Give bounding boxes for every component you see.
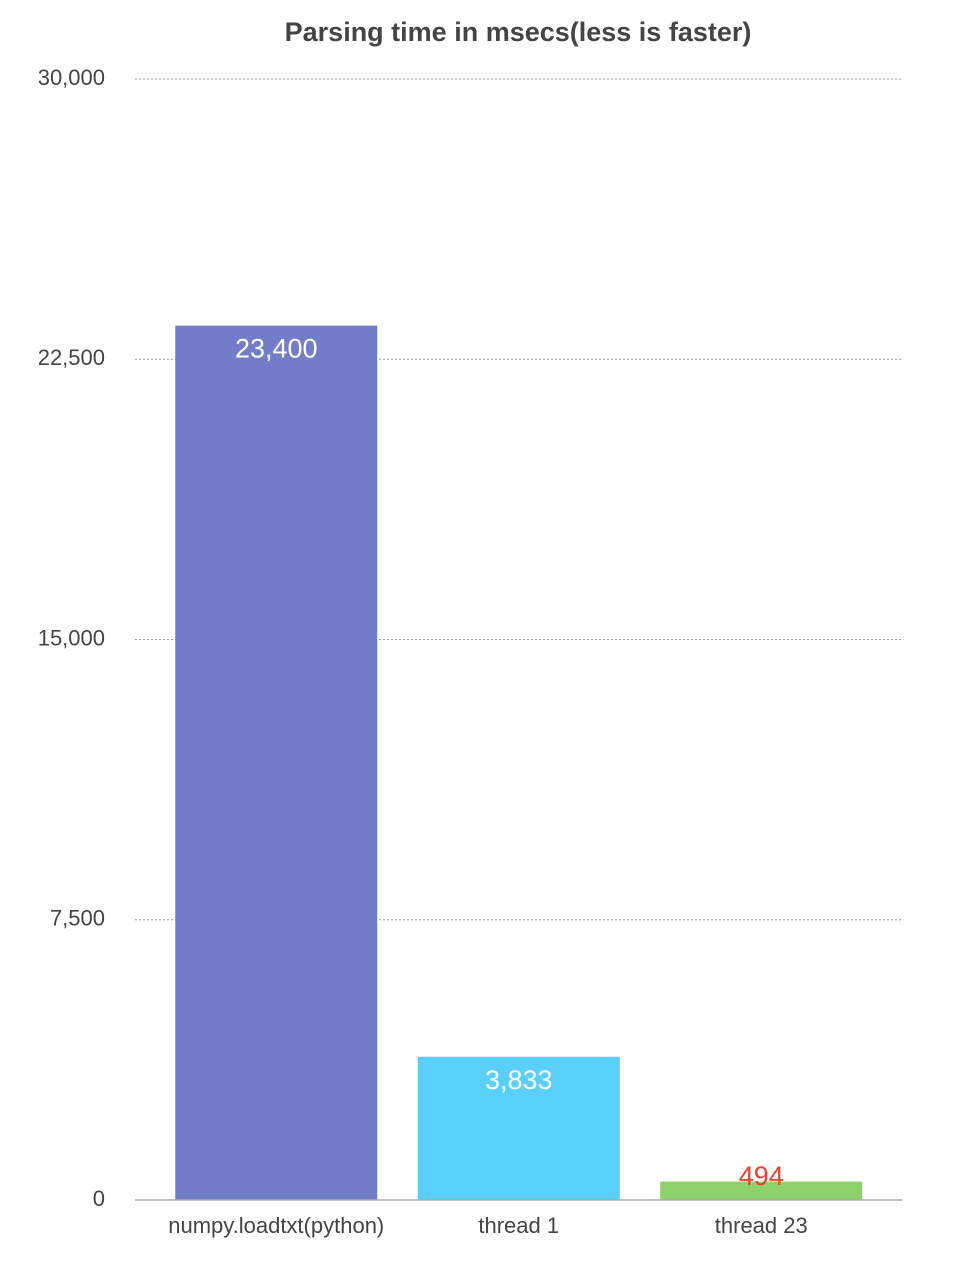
y-tick-label: 22,500 xyxy=(38,345,105,370)
value-label: 3,833 xyxy=(485,1065,553,1095)
bar xyxy=(660,1181,863,1200)
x-tick-label: numpy.loadtxt(python) xyxy=(168,1213,384,1238)
value-label: 23,400 xyxy=(235,334,318,364)
y-tick-label: 7,500 xyxy=(50,906,105,931)
value-label: 494 xyxy=(739,1161,784,1191)
chart-title: Parsing time in msecs(less is faster) xyxy=(285,17,752,47)
x-tick-label: thread 23 xyxy=(715,1213,808,1238)
bar xyxy=(175,325,378,1200)
y-tick-label: 15,000 xyxy=(38,625,105,650)
x-tick-label: thread 1 xyxy=(478,1213,559,1238)
bar xyxy=(417,1056,620,1200)
y-tick-label: 0 xyxy=(93,1186,105,1211)
y-tick-label: 30,000 xyxy=(38,65,105,90)
